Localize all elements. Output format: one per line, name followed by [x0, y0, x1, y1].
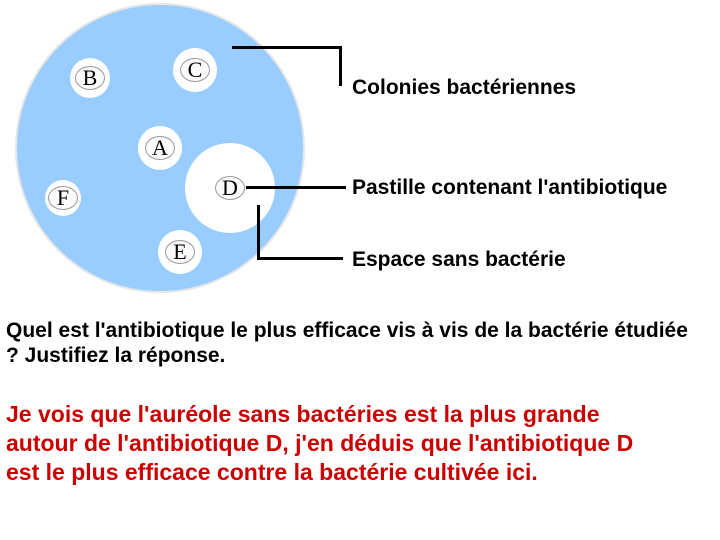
- disc-c: C: [180, 58, 210, 82]
- callout-label: Pastille contenant l'antibiotique: [352, 176, 667, 200]
- question-text: Quel est l'antibiotique le plus efficace…: [6, 318, 706, 368]
- callout-line: [257, 257, 343, 260]
- disc-d: D: [215, 176, 245, 200]
- answer-text: Je vois que l'auréole sans bactéries est…: [6, 400, 646, 486]
- disc-a: A: [145, 136, 175, 160]
- disc-f: F: [48, 186, 78, 210]
- callout-label: Colonies bactériennes: [352, 76, 576, 100]
- callout-line: [232, 46, 342, 49]
- callout-line: [339, 46, 342, 86]
- callout-line: [246, 186, 346, 189]
- disc-b: B: [75, 66, 105, 90]
- disc-e: E: [165, 240, 195, 264]
- callout-label: Espace sans bactérie: [352, 248, 566, 272]
- callout-line: [257, 205, 260, 260]
